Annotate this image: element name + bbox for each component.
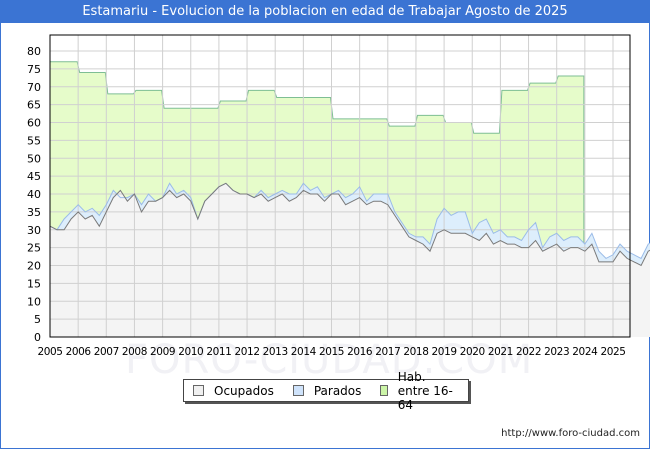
svg-text:10: 10 [27, 295, 41, 308]
svg-text:2010: 2010 [178, 346, 203, 358]
chart-legend: Ocupados Parados Hab. entre 16-64 [183, 370, 469, 412]
svg-text:45: 45 [27, 170, 41, 183]
svg-text:20: 20 [27, 260, 41, 273]
swatch-hab-icon [380, 385, 388, 396]
legend-item-ocupados: Ocupados [193, 384, 274, 398]
legend-item-hab: Hab. entre 16-64 [380, 370, 458, 412]
svg-text:15: 15 [27, 277, 41, 290]
svg-text:40: 40 [27, 188, 41, 201]
swatch-parados-icon [292, 385, 304, 396]
svg-text:2019: 2019 [432, 346, 457, 358]
svg-text:2024: 2024 [572, 346, 598, 358]
svg-text:2017: 2017 [375, 346, 400, 358]
source-url[interactable]: http://www.foro-ciudad.com [501, 428, 640, 439]
legend-label-parados: Parados [313, 383, 362, 398]
swatch-ocupados-icon [193, 385, 204, 396]
svg-text:30: 30 [27, 224, 41, 237]
svg-text:2023: 2023 [544, 346, 569, 358]
svg-text:2008: 2008 [122, 346, 147, 358]
svg-text:2014: 2014 [291, 346, 317, 358]
svg-text:2007: 2007 [94, 346, 119, 358]
svg-text:2018: 2018 [403, 346, 428, 358]
svg-text:2011: 2011 [206, 346, 231, 358]
svg-text:2005: 2005 [37, 346, 62, 358]
svg-text:50: 50 [27, 152, 41, 165]
svg-text:60: 60 [27, 117, 41, 130]
svg-text:2016: 2016 [347, 346, 373, 358]
svg-text:35: 35 [27, 206, 41, 219]
legend-label-hab: Hab. entre 16-64 [397, 369, 453, 412]
svg-text:2020: 2020 [460, 346, 485, 358]
legend-item-parados: Parados [292, 383, 362, 398]
svg-text:0: 0 [34, 331, 41, 344]
chart-title: Estamariu - Evolucion de la poblacion en… [0, 0, 650, 23]
svg-text:2006: 2006 [66, 346, 92, 358]
svg-text:2009: 2009 [150, 346, 175, 358]
svg-text:2022: 2022 [516, 346, 541, 358]
svg-text:2012: 2012 [234, 346, 259, 358]
svg-text:2013: 2013 [263, 346, 288, 358]
legend-label-ocupados: Ocupados [214, 383, 274, 398]
svg-text:2021: 2021 [488, 346, 513, 358]
svg-text:2015: 2015 [319, 346, 344, 358]
svg-text:55: 55 [27, 134, 41, 147]
svg-text:80: 80 [27, 45, 41, 58]
watermark: FORO-CIUDAD.COM [125, 337, 534, 383]
svg-text:25: 25 [27, 242, 41, 255]
svg-text:70: 70 [27, 81, 41, 94]
svg-text:65: 65 [27, 99, 41, 112]
svg-text:75: 75 [27, 63, 41, 76]
svg-text:2025: 2025 [600, 346, 625, 358]
svg-text:5: 5 [34, 313, 41, 326]
